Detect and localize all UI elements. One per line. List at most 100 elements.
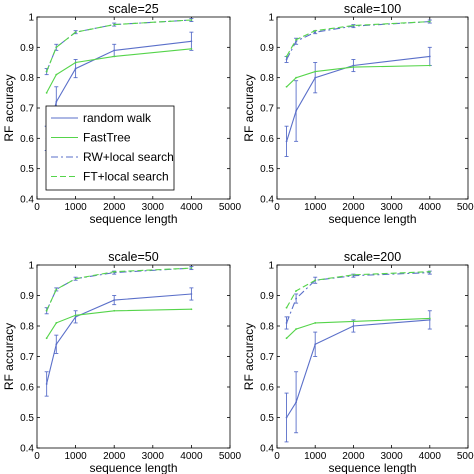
- data-point: [314, 70, 317, 73]
- data-point: [74, 67, 77, 70]
- x-tick-label: 4000: [419, 202, 442, 213]
- legend: random walk FastTree RW+local search FT+loc…: [45, 105, 175, 191]
- data-point: [352, 24, 355, 27]
- y-tick-label: 0.6: [20, 383, 34, 394]
- x-axis-label: sequence length: [89, 212, 177, 226]
- y-tick-label: 0.8: [20, 322, 34, 333]
- data-point: [285, 337, 288, 340]
- data-point: [113, 23, 116, 26]
- data-point: [190, 19, 193, 21]
- x-tick-label: 1000: [64, 451, 87, 462]
- data-point: [113, 299, 116, 301]
- y-tick-label: 0.5: [20, 164, 34, 175]
- data-point: [74, 315, 77, 318]
- legend-entry: RW+local search: [83, 150, 174, 164]
- x-tick-label: 5000: [219, 202, 242, 213]
- y-tick-label: 0.5: [260, 413, 274, 424]
- y-tick-label: 0.8: [260, 322, 274, 333]
- x-axis-label: sequence length: [89, 461, 177, 474]
- data-point: [285, 58, 288, 61]
- data-point: [285, 416, 288, 419]
- y-axis-label: RF accuracy: [242, 74, 256, 141]
- chart-panel-2: scale=100 0 1000 2000 3000 4000 5000 0.4 0.5 0.6 0…: [242, 2, 474, 226]
- x-tick-label: 5000: [457, 202, 474, 213]
- data-point: [55, 288, 58, 291]
- x-tick-label: 5000: [457, 451, 474, 462]
- data-point: [314, 31, 317, 34]
- y-tick-label: 0.8: [20, 73, 34, 84]
- data-point: [352, 325, 355, 327]
- chart-title: scale=100: [344, 2, 401, 16]
- data-point: [55, 73, 58, 76]
- y-axis-label: RF accuracy: [242, 323, 256, 390]
- legend-entry: FT+local search: [83, 170, 169, 184]
- y-tick-label: 0.9: [20, 291, 34, 302]
- x-tick-label: 3000: [142, 451, 165, 462]
- x-tick-label: 3000: [380, 202, 403, 213]
- x-tick-label: 4000: [419, 451, 442, 462]
- data-point: [113, 49, 116, 52]
- data-point: [314, 29, 317, 32]
- data-point: [352, 64, 355, 67]
- data-point: [113, 309, 116, 312]
- data-point: [45, 309, 48, 312]
- data-point: [45, 91, 48, 94]
- data-point: [295, 110, 297, 112]
- chart-panel-4: scale=200 0 1000 2000 3000 4000 5000 0.4 0.5 0.6 0…: [242, 250, 474, 474]
- y-tick-label: 0.7: [260, 104, 274, 115]
- y-tick-label: 0.7: [20, 104, 34, 115]
- y-axis-label: RF accuracy: [2, 74, 16, 141]
- data-point: [45, 383, 48, 385]
- x-tick-label: 2000: [103, 202, 126, 213]
- data-point: [428, 64, 431, 67]
- data-point: [314, 322, 317, 324]
- x-tick-label: 3000: [142, 202, 165, 213]
- data-point: [352, 320, 355, 323]
- data-point: [45, 337, 48, 340]
- x-tick-label: 1000: [64, 202, 87, 213]
- data-point: [295, 401, 297, 404]
- data-point: [428, 20, 431, 23]
- data-point: [285, 55, 288, 58]
- data-point: [190, 47, 193, 50]
- data-point: [295, 38, 297, 41]
- data-point: [428, 319, 431, 321]
- legend-box: [45, 105, 175, 191]
- data-point: [190, 40, 193, 43]
- y-tick-label: 0.4: [20, 444, 34, 455]
- x-tick-label: 1000: [304, 451, 327, 462]
- y-axis-label: RF accuracy: [2, 323, 16, 390]
- data-point: [352, 66, 355, 68]
- y-tick-label: 0.9: [20, 43, 34, 54]
- x-axis-label: sequence length: [328, 461, 416, 474]
- y-tick-label: 1: [28, 13, 34, 24]
- data-point: [295, 76, 297, 79]
- x-tick-label: 2000: [342, 451, 365, 462]
- data-point: [295, 290, 297, 292]
- y-tick-label: 0.6: [260, 383, 274, 394]
- data-point: [113, 270, 116, 273]
- data-point: [113, 55, 116, 58]
- data-point: [190, 267, 193, 269]
- data-point: [285, 140, 288, 143]
- plot-area: [276, 264, 469, 449]
- data-point: [285, 85, 288, 88]
- data-point: [74, 61, 77, 64]
- x-tick-label: 0: [274, 202, 280, 213]
- x-tick-label: 4000: [180, 451, 203, 462]
- data-point: [295, 297, 297, 300]
- data-point: [285, 322, 288, 324]
- x-tick-label: 5000: [219, 451, 242, 462]
- data-point: [314, 279, 317, 282]
- data-point: [55, 101, 58, 103]
- x-tick-label: 3000: [380, 451, 403, 462]
- chart-title: scale=200: [344, 250, 401, 264]
- chart-panel-3: scale=50 0 1000 2000 3000 4000 5000 0.4 0.5 0.6 0.…: [2, 250, 242, 474]
- y-tick-label: 0.4: [20, 195, 34, 206]
- y-tick-label: 0.7: [20, 352, 34, 363]
- chart-title: scale=25: [108, 2, 158, 16]
- y-tick-label: 0.7: [260, 352, 274, 363]
- legend-entry: FastTree: [83, 131, 131, 145]
- data-point: [314, 76, 317, 79]
